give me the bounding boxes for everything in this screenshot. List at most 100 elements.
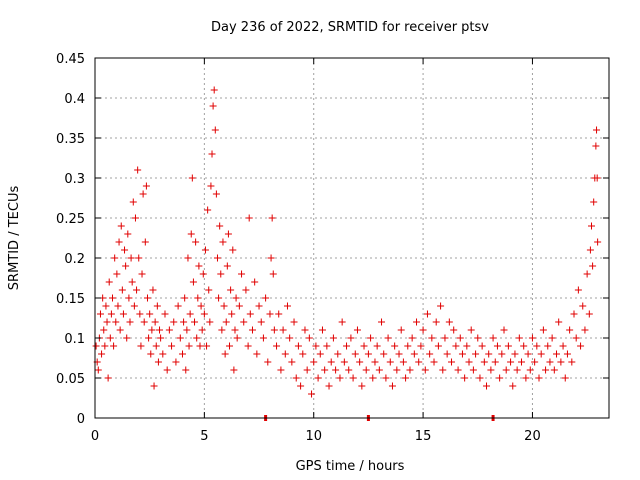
data-point: [474, 334, 482, 342]
data-point: [264, 358, 272, 366]
data-point: [397, 326, 405, 334]
y-tick-label: 0.15: [56, 292, 85, 307]
data-point: [415, 358, 423, 366]
data-point: [240, 318, 248, 326]
data-point: [593, 126, 601, 134]
data-point: [594, 238, 602, 246]
data-point: [212, 190, 220, 198]
data-point: [546, 358, 554, 366]
data-point: [312, 342, 320, 350]
data-point: [227, 286, 235, 294]
data-point: [360, 342, 368, 350]
data-point: [362, 366, 370, 374]
data-point: [566, 326, 574, 334]
data-point: [406, 366, 414, 374]
data-point: [408, 334, 416, 342]
data-point: [522, 374, 530, 382]
data-point: [101, 342, 109, 350]
data-point: [561, 374, 569, 382]
data-point: [143, 294, 151, 302]
data-point: [106, 334, 114, 342]
data-point: [196, 342, 204, 350]
data-point: [353, 326, 361, 334]
data-point: [542, 366, 550, 374]
plot-frame: [94, 57, 610, 419]
data-point: [136, 310, 144, 318]
data-point: [146, 310, 154, 318]
data-point: [257, 318, 265, 326]
data-point: [180, 318, 188, 326]
data-point: [133, 286, 141, 294]
data-point: [419, 326, 427, 334]
data-point: [321, 366, 329, 374]
data-point: [220, 302, 228, 310]
data-point: [126, 318, 134, 326]
data-point: [140, 318, 148, 326]
data-point: [430, 358, 438, 366]
data-point: [209, 102, 217, 110]
data-point: [332, 366, 340, 374]
data-point: [483, 382, 491, 390]
data-point: [170, 318, 178, 326]
data-point: [134, 166, 142, 174]
data-point: [351, 350, 359, 358]
data-point: [380, 350, 388, 358]
data-point: [119, 310, 127, 318]
data-point: [450, 326, 458, 334]
data-point: [581, 326, 589, 334]
data-point: [150, 382, 158, 390]
data-point: [308, 390, 316, 398]
data-point: [369, 374, 377, 382]
data-point: [152, 342, 160, 350]
data-point: [467, 326, 475, 334]
data-point: [395, 350, 403, 358]
data-point: [210, 86, 218, 94]
data-point: [233, 334, 241, 342]
y-tick-label: 0.4: [64, 92, 85, 107]
data-point: [417, 342, 425, 350]
data-point: [454, 366, 462, 374]
data-point: [147, 350, 155, 358]
data-point: [559, 342, 567, 350]
data-point: [585, 310, 593, 318]
data-point: [318, 326, 326, 334]
grid-lines: [95, 58, 609, 418]
data-point: [593, 174, 601, 182]
data-point: [98, 350, 106, 358]
data-point: [478, 342, 486, 350]
data-point: [139, 190, 147, 198]
data-point: [268, 214, 276, 222]
data-point: [402, 374, 410, 382]
data-point: [198, 326, 206, 334]
data-point: [463, 342, 471, 350]
data-point: [131, 214, 139, 222]
data-point: [262, 294, 270, 302]
data-point: [465, 358, 473, 366]
data-point: [205, 286, 213, 294]
data-point: [103, 318, 111, 326]
y-tick-label: 0.25: [56, 212, 85, 227]
data-point: [358, 382, 366, 390]
data-point: [388, 382, 396, 390]
data-point: [537, 350, 545, 358]
x-tick-label: 20: [524, 429, 541, 444]
data-point: [226, 342, 234, 350]
data-point: [423, 310, 431, 318]
y-tick-label: 0.1: [64, 332, 85, 347]
data-point: [207, 182, 215, 190]
data-point: [364, 350, 372, 358]
data-point: [487, 366, 495, 374]
data-point: [192, 238, 200, 246]
data-point: [294, 342, 302, 350]
data-point: [203, 342, 211, 350]
data-point: [286, 334, 294, 342]
data-point: [197, 302, 205, 310]
data-point: [224, 230, 232, 238]
data-point: [118, 286, 126, 294]
data-point: [189, 278, 197, 286]
data-point: [305, 334, 313, 342]
data-point: [161, 310, 169, 318]
data-point: [201, 246, 209, 254]
data-point: [92, 342, 100, 350]
data-point: [105, 278, 113, 286]
